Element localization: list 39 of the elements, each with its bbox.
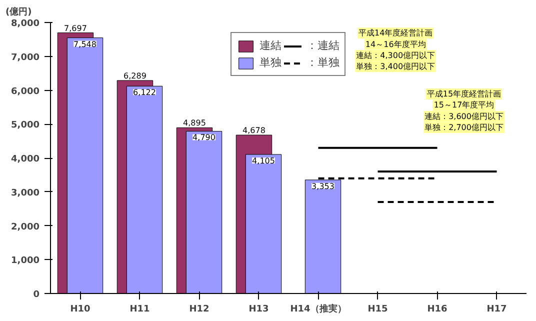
y-tick-label: 3,000 [11, 188, 40, 198]
annotation: 14～16年度平均 [365, 40, 426, 49]
data-label: 7,697 [64, 24, 87, 33]
y-tick-label: 8,000 [11, 19, 40, 29]
y-tick-label: 7,000 [11, 52, 40, 63]
x-tick-label: H12 [189, 304, 210, 314]
annotation: 連結：4,300億円以下 [356, 50, 436, 60]
annotation: 連結：3,600億円以下 [424, 112, 504, 121]
x-tick-label: H15 [368, 304, 388, 314]
data-label: 6,122 [133, 88, 156, 98]
annotation: 単独：2,700億円以下 [424, 123, 504, 132]
data-label: 7,548 [74, 40, 96, 49]
annotation: 15～17年度平均 [434, 100, 494, 110]
annotation: 平成15年度経営計画 [426, 90, 502, 99]
legend-label: ：単独 [306, 55, 340, 70]
x-tick-label: H16 [427, 304, 448, 314]
annotation: 単独：3,400億円以下 [356, 62, 436, 72]
x-tick-label: H13 [248, 304, 269, 314]
data-label: 4,678 [242, 126, 266, 136]
data-label: 4,105 [252, 156, 275, 166]
y-tick-label: 6,000 [11, 86, 40, 97]
y-axis-title: (億円) [6, 6, 32, 18]
data-label: 6,289 [124, 71, 146, 80]
y-tick-label: 2,000 [11, 222, 40, 232]
y-tick-label: 0 [33, 290, 40, 300]
legend-label: ：連結 [306, 38, 340, 53]
legend-label: 連結 [260, 38, 282, 53]
x-tick-label: H11 [130, 304, 150, 314]
x-tick-label: H17 [486, 304, 507, 314]
x-tick-label: H14（推実） [290, 304, 346, 314]
annotation: 平成14年度経営計画 [358, 28, 433, 38]
y-tick-label: 4,000 [11, 154, 40, 164]
legend-label: 単独 [260, 55, 282, 70]
y-tick-label: 5,000 [11, 120, 40, 131]
data-label: 4,895 [183, 118, 206, 128]
x-tick-label: H10 [70, 304, 90, 314]
data-label: 4,790 [192, 133, 216, 142]
y-tick-label: 1,000 [11, 256, 40, 266]
data-label: 3,353 [312, 182, 334, 191]
